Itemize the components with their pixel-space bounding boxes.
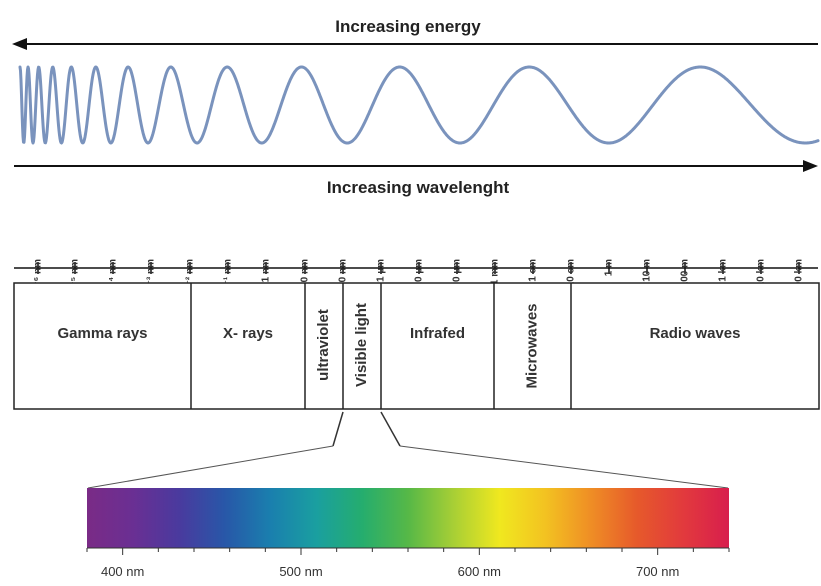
band-label-ir: Infrafed	[410, 325, 465, 342]
scale-tick-label: 1 cm	[528, 259, 539, 282]
scale-tick-label: 1 mm	[490, 259, 501, 285]
bands-frame	[13, 282, 820, 410]
scale-tick-label: 10 m	[642, 259, 653, 282]
wavelength-label: Increasing wavelenght	[327, 178, 510, 197]
visible-nm-label: 700 nm	[636, 564, 679, 579]
visible-spectrum-bar	[87, 488, 729, 548]
scale-tick-label: 10 µm	[414, 259, 425, 288]
band-label-radio: Radio waves	[650, 325, 741, 342]
scale-tick-label: 100 km	[794, 259, 805, 293]
scale-tick-label: 10⁻⁴ nm	[108, 259, 119, 298]
scale-tick-label: 1 m	[604, 259, 615, 276]
visible-zoom-lines	[87, 411, 729, 489]
visible-nm-label: 400 nm	[101, 564, 144, 579]
scale-tick-label: 10⁻² nm	[185, 259, 196, 297]
energy-arrow	[12, 38, 818, 50]
band-label-gamma: Gamma rays	[57, 325, 147, 342]
band-label-visible: Visible light	[353, 303, 370, 387]
scale-tick-label: 10⁻¹ nm	[223, 259, 234, 297]
scale-tick-label: 1 km	[718, 259, 729, 282]
wavelength-arrow	[14, 160, 818, 172]
scale-tick-label: 10⁻⁵ nm	[70, 259, 81, 298]
scale-tick-label: 10 cm	[566, 259, 577, 287]
scale-tick-label: 1 µm	[376, 259, 387, 282]
scale-tick-label: 1 nm	[261, 259, 272, 282]
wave-line	[18, 65, 820, 145]
visible-nm-label: 500 nm	[279, 564, 322, 579]
scale-tick-label: 100 m	[680, 259, 691, 287]
energy-label: Increasing energy	[335, 17, 481, 36]
spectrum-bands: Gamma rays X- rays ultraviolet Visible ligh…	[13, 282, 820, 410]
scale-tick-label: 100 µm	[452, 259, 463, 293]
scale-tick-label: 10 nm	[300, 259, 311, 288]
scale-tick-label: 10 km	[756, 259, 767, 287]
visible-scale: 400 nm 500 nm 600 nm 700 nm	[86, 547, 730, 579]
scale-tick-label: 100 nm	[338, 259, 349, 294]
wavelength-scale: 10⁻⁶ nm 10⁻⁵ nm 10⁻⁴ nm 10⁻³ nm 10⁻² nm 10⁻¹ …	[14, 259, 818, 298]
scale-tick-label: 10⁻⁶ nm	[33, 259, 44, 298]
band-label-uv: ultraviolet	[315, 309, 332, 381]
scale-tick-label: 10⁻³ nm	[146, 259, 157, 297]
band-label-micro: Microwaves	[523, 303, 540, 388]
visible-nm-label: 600 nm	[458, 564, 501, 579]
band-label-xray: X- rays	[223, 325, 273, 342]
